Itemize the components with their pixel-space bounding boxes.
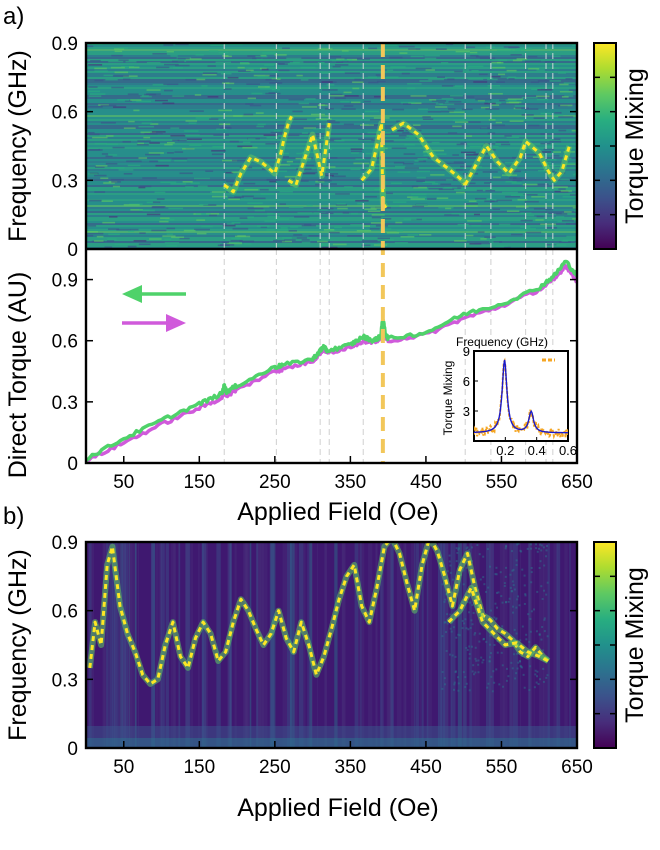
b-ytick-label: 0.9 (52, 533, 78, 554)
a-xtick-label: 50 (113, 472, 134, 493)
inset-ytick-label: 9 (463, 344, 470, 359)
torque-lines (86, 259, 577, 463)
x-axis-title-b: Applied Field (Oe) (237, 794, 438, 822)
frame-a (84, 41, 579, 465)
ridge-0 (223, 115, 293, 194)
b-xtick-label: 250 (259, 757, 291, 778)
b-xtick-label: 550 (486, 757, 518, 778)
inset-xtick-label: 0.6 (559, 443, 577, 458)
b-xtick-label: 450 (410, 757, 442, 778)
series-decrease (86, 259, 577, 462)
heatmap-a-ridges (222, 114, 573, 210)
a-top-ytick-label: 0 (67, 240, 78, 261)
a-bottom-ytick-label: 0 (67, 454, 78, 475)
frame-b (84, 540, 579, 750)
inset-y-title: Torque Mixing (441, 361, 455, 436)
b-ytick-label: 0.6 (52, 602, 78, 623)
b-xtick-label: 150 (183, 757, 215, 778)
colorbar-b-ticks (594, 575, 616, 715)
a-xtick-label: 550 (486, 472, 518, 493)
b-xtick-label: 350 (335, 757, 367, 778)
colorbar-b-label: Torque Mixing (621, 567, 649, 723)
b-ytick-label: 0.3 (52, 670, 78, 691)
a-xtick-label: 650 (561, 472, 593, 493)
colorbar-a-label: Torque Mixing (621, 68, 649, 224)
inset: 0.2 0.4 0.6 3 6 9 Frequency (GHz) Torque Mixi… (441, 335, 577, 458)
a-xtick-label: 250 (259, 472, 291, 493)
a-bottom-ytick-label: 0.9 (52, 271, 78, 292)
panel-label-a: a) (3, 3, 24, 30)
y-axis-title-a-bottom: Direct Torque (AU) (4, 272, 32, 479)
legend-increase-arrow (122, 314, 186, 332)
inset-x-title: Frequency (GHz) (456, 335, 548, 349)
b-xtick-label: 650 (561, 757, 593, 778)
a-bottom-ytick-label: 0.6 (52, 332, 78, 353)
inset-frame (473, 350, 569, 442)
inset-xtick-label: 0.2 (496, 443, 514, 458)
colorbar-a-ticks (594, 76, 616, 216)
ridge-2 (360, 121, 388, 209)
b-ytick-label: 0 (67, 739, 78, 760)
ridge-1 (447, 586, 549, 663)
a-xtick-label: 350 (335, 472, 367, 493)
a-top-ytick-label: 0.6 (52, 103, 78, 124)
b-xtick-label: 50 (113, 757, 134, 778)
a-bottom-ytick-label: 0.3 (52, 393, 78, 414)
inset-xtick-label: 0.4 (528, 443, 546, 458)
heatmap-a (86, 43, 577, 249)
ridge-0 (88, 542, 550, 686)
axis-ticks: 00.30.60.900.30.60.950 150 250 350 450 550 650… (52, 34, 593, 778)
heatmap-b-ridges (86, 542, 551, 687)
a-xtick-label: 150 (183, 472, 215, 493)
inset-ytick-label: 3 (463, 404, 470, 419)
y-axis-title-b: Frequency (GHz) (4, 549, 32, 741)
ridge-3 (391, 121, 467, 186)
a-xtick-label: 450 (410, 472, 442, 493)
inset-fit-line (474, 359, 568, 434)
x-axis-title-a: Applied Field (Oe) (237, 498, 438, 526)
y-axis-title-a-top: Frequency (GHz) (4, 50, 32, 242)
a-top-ytick-label: 0.9 (52, 34, 78, 55)
a-top-ytick-label: 0.3 (52, 171, 78, 192)
panel-label-b: b) (3, 503, 24, 530)
ridge-1 (287, 122, 331, 187)
ridge-4 (463, 139, 571, 186)
inset-ticks: 0.2 0.4 0.6 3 6 9 (463, 344, 577, 458)
inset-ytick-label: 6 (463, 374, 470, 389)
legend-decrease-arrow (122, 285, 186, 303)
inset-plot (474, 357, 568, 440)
